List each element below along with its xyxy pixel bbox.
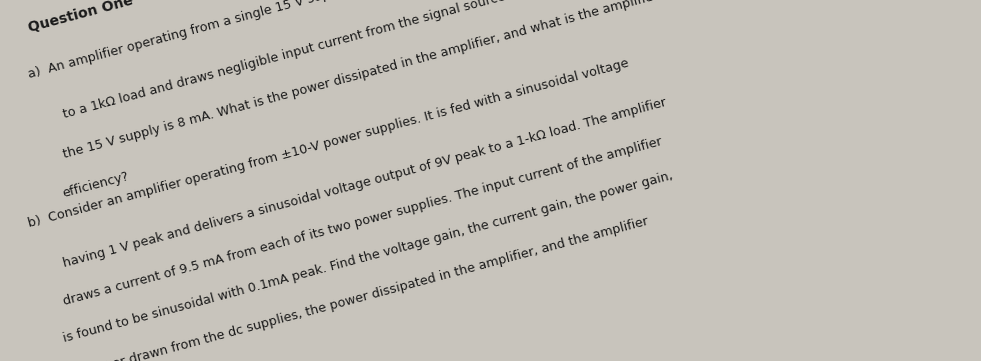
Text: the 15 V supply is 8 mA. What is the power dissipated in the amplifier, and what: the 15 V supply is 8 mA. What is the pow… bbox=[61, 0, 659, 161]
Text: b)  Consider an amplifier operating from ±10-V power supplies. It is fed with a : b) Consider an amplifier operating from … bbox=[26, 57, 631, 230]
Text: is found to be sinusoidal with 0.1mA peak. Find the voltage gain, the current ga: is found to be sinusoidal with 0.1mA pea… bbox=[61, 169, 674, 345]
Text: draws a current of 9.5 mA from each of its two power supplies. The input current: draws a current of 9.5 mA from each of i… bbox=[61, 135, 663, 308]
Text: Question One: Question One bbox=[26, 0, 134, 35]
Text: having 1 V peak and delivers a sinusoidal voltage output of 9V peak to a 1-kΩ lo: having 1 V peak and delivers a sinusoida… bbox=[61, 96, 667, 270]
Text: the power drawn from the dc supplies, the power dissipated in the amplifier, and: the power drawn from the dc supplies, th… bbox=[61, 214, 649, 361]
Text: a)  An amplifier operating from a single 15 V supply provides a 12 V peak to pea: a) An amplifier operating from a single … bbox=[26, 0, 600, 81]
Text: efficiency?: efficiency? bbox=[61, 169, 130, 200]
Text: to a 1kΩ load and draws negligible input current from the signal source. The dc : to a 1kΩ load and draws negligible input… bbox=[61, 0, 679, 121]
